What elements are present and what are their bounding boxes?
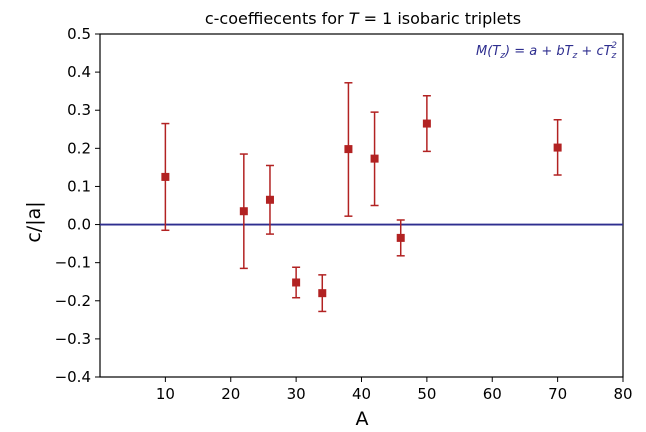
y-tick-label: 0.2 — [67, 139, 91, 157]
data-point-group — [239, 153, 248, 270]
data-point-marker — [265, 195, 274, 204]
y-tick-label: 0.3 — [67, 101, 91, 119]
data-point-group — [161, 122, 170, 232]
y-tick-label: −0.4 — [55, 368, 91, 386]
data-point-group — [396, 219, 405, 257]
chart-title-variable: T — [349, 9, 360, 28]
data-point-marker — [422, 119, 431, 128]
data-point-group — [344, 82, 353, 217]
data-point-group — [422, 94, 431, 153]
x-axis-label: A — [356, 408, 369, 430]
data-point-marker — [161, 172, 170, 181]
data-point-marker — [292, 278, 301, 287]
plot-frame — [99, 33, 624, 378]
y-tick-label: 0.0 — [67, 216, 91, 234]
y-tick-label: 0.1 — [67, 177, 91, 195]
chart-title-suffix: = 1 isobaric triplets — [359, 9, 522, 28]
x-tick-label: 20 — [221, 385, 240, 403]
y-axis-label: c/|a| — [23, 201, 45, 242]
data-point-group — [292, 266, 301, 299]
y-tick-label: 0.5 — [67, 25, 91, 43]
chart-title: c-coeffiecents for T = 1 isobaric triple… — [205, 9, 521, 28]
data-point-group — [553, 119, 562, 176]
y-tick-label: −0.2 — [55, 292, 91, 310]
x-tick-label: 70 — [548, 385, 567, 403]
x-tick-label: 80 — [613, 385, 632, 403]
y-tick-label: 0.4 — [67, 63, 91, 81]
data-point-marker — [239, 207, 248, 216]
x-tick-label: 50 — [417, 385, 436, 403]
x-tick-label: 30 — [287, 385, 306, 403]
data-point-marker — [396, 233, 405, 242]
data-point-marker — [553, 143, 562, 152]
chart-title-prefix: c-coeffiecents for — [205, 9, 349, 28]
y-tick-label: −0.3 — [55, 330, 91, 348]
data-point-group — [318, 274, 327, 313]
data-point-group — [370, 111, 379, 207]
y-tick-label: −0.1 — [55, 254, 91, 272]
x-tick-label: 60 — [483, 385, 502, 403]
model-formula: M(Tz) = a + bTz + cTz2 — [476, 41, 617, 61]
x-tick-label: 40 — [352, 385, 371, 403]
data-point-group — [265, 164, 274, 235]
x-tick-label: 10 — [156, 385, 175, 403]
plot-area: 10 20 30 40 50 60 70 80 −0.4 −0.3 −0.2 −0.1 0.0 0.1 0.… — [55, 25, 633, 403]
data-point-marker — [318, 289, 327, 298]
data-point-marker — [370, 154, 379, 163]
data-point-marker — [344, 145, 353, 154]
